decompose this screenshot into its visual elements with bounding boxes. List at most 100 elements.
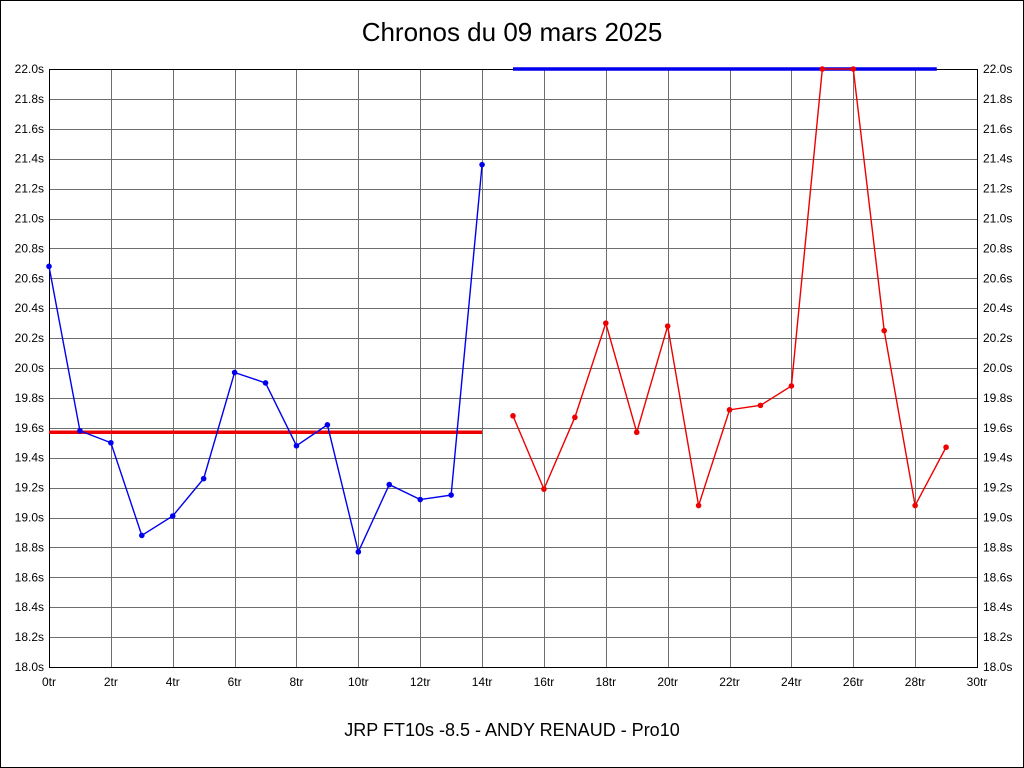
svg-text:21.0s: 21.0s (15, 212, 44, 226)
series-second-half-laps (510, 66, 949, 509)
svg-text:10tr: 10tr (348, 675, 369, 689)
reference-lines (49, 67, 937, 435)
svg-text:21.4s: 21.4s (983, 152, 1012, 166)
data-point (169, 513, 176, 519)
svg-text:18.2s: 18.2s (15, 630, 44, 644)
svg-text:18.0s: 18.0s (15, 660, 44, 674)
svg-text:19.6s: 19.6s (15, 421, 44, 435)
svg-text:20.4s: 20.4s (983, 301, 1012, 315)
data-point (262, 380, 269, 386)
svg-text:21.4s: 21.4s (15, 152, 44, 166)
data-point (448, 492, 454, 498)
data-point (726, 407, 733, 413)
svg-text:20.4s: 20.4s (15, 301, 44, 315)
chart-title: Chronos du 09 mars 2025 (361, 17, 663, 47)
data-point (417, 496, 424, 503)
svg-text:4tr: 4tr (166, 675, 180, 689)
svg-text:20.6s: 20.6s (983, 271, 1012, 285)
svg-text:22.0s: 22.0s (983, 62, 1012, 76)
data-point (108, 439, 114, 446)
svg-text:18.6s: 18.6s (983, 570, 1012, 584)
svg-text:21.2s: 21.2s (15, 182, 44, 196)
svg-text:18.2s: 18.2s (983, 630, 1012, 644)
series-line-second-half-laps (512, 68, 947, 508)
svg-text:26tr: 26tr (843, 675, 864, 689)
svg-text:14tr: 14tr (472, 675, 493, 689)
svg-text:6tr: 6tr (228, 675, 242, 689)
series-line-first-half-laps (48, 164, 483, 555)
chart-footer: JRP FT10s -8.5 - ANDY RENAUD - Pro10 (344, 720, 680, 740)
svg-text:12tr: 12tr (410, 675, 431, 689)
svg-text:22tr: 22tr (719, 675, 740, 689)
svg-text:24tr: 24tr (781, 675, 802, 689)
svg-text:19.0s: 19.0s (15, 511, 44, 525)
svg-text:21.8s: 21.8s (15, 92, 44, 106)
data-point (603, 320, 609, 326)
svg-text:18.4s: 18.4s (15, 600, 44, 614)
svg-text:18.8s: 18.8s (983, 540, 1012, 554)
svg-text:19.0s: 19.0s (983, 511, 1012, 525)
svg-text:19.8s: 19.8s (15, 391, 44, 405)
data-point (355, 549, 362, 555)
data-point (324, 422, 331, 428)
data-point (850, 66, 857, 72)
data-point (572, 414, 578, 421)
svg-text:20tr: 20tr (657, 675, 678, 689)
svg-text:19.4s: 19.4s (15, 451, 44, 465)
data-point (757, 402, 764, 409)
data-point (200, 475, 207, 482)
svg-text:20.2s: 20.2s (983, 331, 1012, 345)
data-point (912, 502, 918, 509)
data-point (479, 161, 485, 168)
data-point (695, 502, 702, 509)
grid-lines (49, 69, 978, 668)
data-point (943, 444, 949, 451)
svg-text:19.2s: 19.2s (983, 481, 1012, 495)
svg-text:18.4s: 18.4s (983, 600, 1012, 614)
data-point (881, 327, 887, 334)
y-axis-labels-left: 18.0s 18.2s 18.4s 18.6s 18.8s 19.0s 19.2s 19.4s… (15, 62, 44, 674)
svg-text:21.2s: 21.2s (983, 182, 1012, 196)
svg-text:18.6s: 18.6s (15, 570, 44, 584)
svg-text:19.8s: 19.8s (983, 391, 1012, 405)
svg-text:20.8s: 20.8s (983, 241, 1012, 255)
data-point (633, 429, 640, 436)
svg-text:18tr: 18tr (595, 675, 616, 689)
data-point (293, 442, 300, 449)
svg-text:21.0s: 21.0s (983, 212, 1012, 226)
x-axis-labels: 0tr 2tr 4tr 6tr 8tr 10tr 12tr 14tr 16tr 18tr 20tr 2… (42, 675, 987, 689)
svg-text:22.0s: 22.0s (15, 62, 44, 76)
data-point (139, 532, 145, 539)
svg-text:30tr: 30tr (967, 675, 988, 689)
series-first-half-laps (46, 161, 485, 555)
data-point (664, 323, 671, 329)
svg-text:20.0s: 20.0s (15, 361, 44, 375)
svg-text:19.6s: 19.6s (983, 421, 1012, 435)
svg-text:2tr: 2tr (104, 675, 118, 689)
svg-text:28tr: 28tr (905, 675, 926, 689)
data-point (541, 486, 547, 492)
svg-text:20.0s: 20.0s (983, 361, 1012, 375)
svg-text:20.8s: 20.8s (15, 241, 44, 255)
svg-text:20.2s: 20.2s (15, 331, 44, 345)
svg-text:20.6s: 20.6s (15, 271, 44, 285)
svg-text:21.6s: 21.6s (15, 122, 44, 136)
svg-text:0tr: 0tr (42, 675, 56, 689)
data-point (819, 66, 826, 72)
svg-text:16tr: 16tr (534, 675, 555, 689)
data-point (231, 369, 238, 376)
svg-text:18.0s: 18.0s (983, 660, 1012, 674)
data-point (788, 383, 795, 389)
data-point (510, 413, 516, 419)
svg-text:18.8s: 18.8s (15, 540, 44, 554)
svg-text:19.4s: 19.4s (983, 451, 1012, 465)
svg-text:8tr: 8tr (289, 675, 303, 689)
data-point (386, 481, 393, 488)
data-point (46, 263, 52, 270)
svg-text:19.2s: 19.2s (15, 481, 44, 495)
svg-text:21.6s: 21.6s (983, 122, 1012, 136)
data-point (77, 427, 83, 434)
svg-text:21.8s: 21.8s (983, 92, 1012, 106)
